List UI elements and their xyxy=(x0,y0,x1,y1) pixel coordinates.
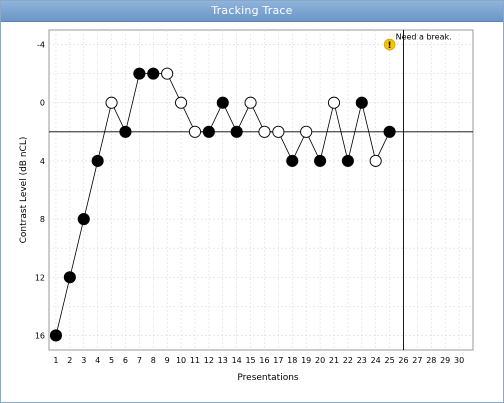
x-tick-label: 11 xyxy=(190,356,200,365)
data-point-seen xyxy=(230,125,243,138)
x-tick-label: 16 xyxy=(259,356,269,365)
y-tick-labels: -4 0 4 8 12 16 xyxy=(35,41,45,341)
y-tick-label: 12 xyxy=(35,273,45,282)
y-tick-label: -4 xyxy=(37,41,45,50)
data-point-seen xyxy=(216,96,229,109)
data-point-unseen xyxy=(244,96,257,109)
y-axis-label: Contrast Level (dB nCL) xyxy=(19,137,29,244)
x-tick-label: 24 xyxy=(371,356,381,365)
x-tick-label: 15 xyxy=(245,356,255,365)
x-tick-label: 17 xyxy=(273,356,283,365)
data-point-seen xyxy=(202,125,215,138)
data-point-unseen xyxy=(327,96,341,109)
data-point-unseen xyxy=(175,96,188,109)
data-point-unseen xyxy=(258,125,271,138)
data-point-seen xyxy=(355,96,368,109)
data-point-seen xyxy=(63,271,76,284)
x-tick-label: 8 xyxy=(151,356,156,365)
svg-text:!: ! xyxy=(388,41,392,51)
y-tick-label: 16 xyxy=(35,331,45,340)
data-point-seen xyxy=(119,125,132,138)
x-tick-label: 4 xyxy=(95,356,100,365)
data-point-seen xyxy=(133,67,146,80)
data-point-unseen xyxy=(105,96,118,109)
x-tick-label: 6 xyxy=(123,356,128,365)
x-tick-label: 14 xyxy=(232,356,242,365)
data-point-unseen xyxy=(188,125,202,138)
x-tick-label: 26 xyxy=(398,356,408,365)
data-point-seen xyxy=(341,154,354,167)
warning-icon: ! xyxy=(383,38,396,51)
data-point-seen xyxy=(49,329,63,342)
annotation-text: Need a break. xyxy=(396,33,452,42)
x-tick-label: 22 xyxy=(343,356,353,365)
data-point-seen xyxy=(383,125,396,138)
x-tick-label: 28 xyxy=(426,356,436,365)
window-title: Tracking Trace xyxy=(211,4,293,17)
data-point-unseen xyxy=(300,125,313,138)
x-tick-label: 18 xyxy=(287,356,297,365)
data-point-unseen xyxy=(369,154,382,167)
data-point-seen xyxy=(147,67,160,80)
x-tick-label: 20 xyxy=(315,356,325,365)
x-axis-label: Presentations xyxy=(237,373,299,383)
x-tick-labels: 1 2 3 4 5 6 7 8 9 10 11 12 13 14 15 16 17 18 19 20 21 22 23 24 2… xyxy=(53,356,464,365)
data-point-seen xyxy=(91,154,104,167)
x-tick-label: 21 xyxy=(329,356,339,365)
data-point-seen xyxy=(286,154,299,167)
x-tick-label: 19 xyxy=(301,356,311,365)
title-bar: Tracking Trace xyxy=(1,1,503,22)
data-point-seen xyxy=(314,154,327,167)
y-tick-label: 0 xyxy=(40,99,45,108)
y-tick-label: 4 xyxy=(40,157,45,166)
x-tick-label: 25 xyxy=(384,356,394,365)
grid xyxy=(49,30,473,350)
x-tick-label: 1 xyxy=(53,356,58,365)
x-tick-label: 27 xyxy=(412,356,422,365)
x-tick-label: 30 xyxy=(454,356,464,365)
x-tick-label: 10 xyxy=(176,356,186,365)
annotations: ! Need a break. xyxy=(383,33,452,51)
data-points xyxy=(49,67,396,342)
x-tick-label: 2 xyxy=(67,356,72,365)
x-tick-label: 3 xyxy=(81,356,86,365)
x-tick-label: 7 xyxy=(137,356,142,365)
data-point-seen xyxy=(77,213,90,226)
x-tick-label: 5 xyxy=(109,356,114,365)
x-tick-label: 23 xyxy=(357,356,367,365)
x-tick-label: 29 xyxy=(440,356,450,365)
x-tick-label: 13 xyxy=(218,356,228,365)
y-tick-label: 8 xyxy=(40,215,45,224)
data-point-unseen xyxy=(272,125,285,138)
x-tick-label: 12 xyxy=(204,356,214,365)
data-point-unseen xyxy=(161,67,174,80)
x-tick-label: 9 xyxy=(165,356,170,365)
